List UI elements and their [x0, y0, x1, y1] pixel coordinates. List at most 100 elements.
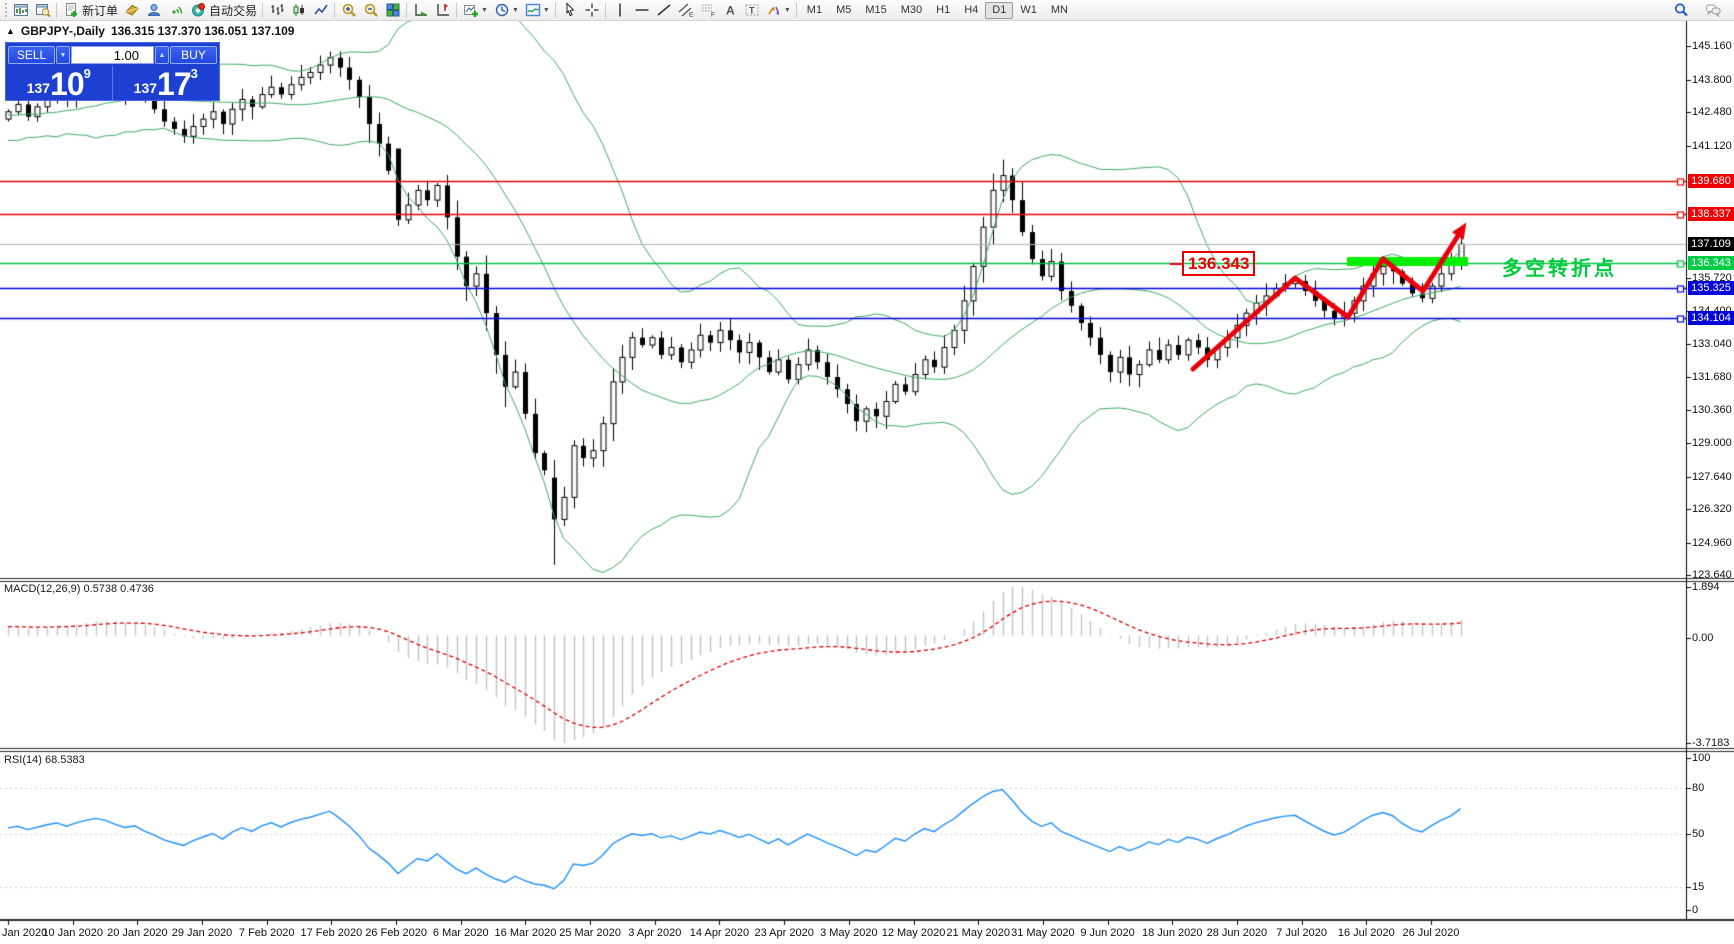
periods-dropdown-icon[interactable]: ▼ — [511, 6, 519, 14]
price-tick-label: 126.320 — [1692, 503, 1732, 516]
fibonacci-icon: F — [700, 2, 716, 18]
indicators-icon — [463, 2, 479, 18]
candle-chart-button[interactable] — [288, 1, 310, 20]
sell-price[interactable]: 137 10 9 — [6, 66, 113, 100]
volume-up-button[interactable]: ▲ — [155, 46, 169, 64]
date-tick-label: 9 Jun 2020 — [1080, 927, 1135, 939]
signals-button[interactable] — [165, 1, 187, 20]
price-level-badge: 134.104 — [1688, 310, 1734, 325]
templates-dropdown-icon[interactable]: ▼ — [542, 6, 550, 14]
arrows-dropdown-icon[interactable]: ▼ — [783, 6, 791, 14]
date-tick-label: 7 Jul 2020 — [1276, 927, 1327, 939]
equidistant-channel-button[interactable]: E — [675, 1, 697, 20]
chat-button[interactable] — [1702, 1, 1724, 20]
new-order-label: 新订单 — [82, 3, 119, 18]
timeframe-m1-button[interactable]: M1 — [806, 4, 823, 16]
bar-chart-button[interactable] — [266, 1, 288, 20]
metaeditor-icon — [124, 2, 140, 18]
cursor-button[interactable] — [559, 1, 581, 20]
timeframe-m5-button[interactable]: M5 — [836, 4, 852, 16]
zoom-in-button[interactable] — [338, 1, 360, 20]
date-tick-label: 7 Feb 2020 — [238, 927, 295, 939]
arrows-icon — [766, 2, 782, 18]
timeframe-m15-button[interactable]: M15 — [865, 4, 887, 16]
fibonacci-button[interactable]: F — [697, 1, 719, 20]
one-click-trading-panel: SELL ▼ ▲ BUY 137 10 9 137 17 3 — [5, 42, 220, 101]
new-order-icon — [63, 2, 79, 18]
turning-point-note[interactable]: 多空转折点 — [1502, 258, 1617, 280]
community-button[interactable] — [143, 1, 165, 20]
date-tick-label: Jan 2020 — [2, 927, 48, 939]
cursor-icon — [562, 2, 578, 18]
chart-window-button[interactable] — [10, 1, 32, 20]
price-tick-label: 131.680 — [1692, 371, 1732, 384]
chart-window-icon — [13, 2, 29, 18]
templates-icon — [525, 2, 541, 18]
date-tick-label: 3 Apr 2020 — [628, 927, 682, 939]
price-tick-label: 133.040 — [1692, 338, 1732, 351]
autotrading-button[interactable]: 自动交易 — [187, 1, 260, 20]
horizontal-line-button[interactable] — [631, 1, 653, 20]
volume-input[interactable] — [71, 46, 154, 64]
rsi-tick-label: 50 — [1692, 828, 1705, 840]
search-icon — [1673, 2, 1689, 18]
new-order-button[interactable]: 新订单 — [60, 1, 121, 20]
vertical-line-button[interactable] — [609, 1, 631, 20]
timeframe-h1-button[interactable]: H1 — [936, 4, 951, 16]
data-window-icon — [35, 2, 51, 18]
chart-shift-button[interactable] — [432, 1, 454, 20]
timeframe-m30-button[interactable]: M30 — [900, 4, 923, 16]
metaeditor-button[interactable] — [121, 1, 143, 20]
indicators-dropdown-icon[interactable]: ▼ — [481, 6, 488, 14]
price-tick-label: 143.800 — [1692, 73, 1732, 86]
svg-text:A: A — [726, 4, 735, 18]
community-icon — [146, 2, 162, 18]
buy-button[interactable]: BUY — [170, 46, 217, 64]
text-label-button[interactable]: T — [741, 1, 763, 20]
svg-text:F: F — [711, 12, 715, 19]
arrows-button[interactable]: ▼ — [763, 1, 794, 20]
ohlc-values: 136.315 137.370 136.051 137.109 — [110, 24, 295, 38]
search-button[interactable] — [1670, 1, 1692, 20]
sell-price-big: 10 — [50, 65, 85, 102]
volume-down-button[interactable]: ▼ — [56, 46, 70, 64]
date-tick-label: 3 May 2020 — [820, 927, 878, 939]
price-annotation-box[interactable]: 136.343 — [1182, 251, 1256, 276]
sell-button[interactable]: SELL — [8, 46, 55, 64]
indicators-button[interactable]: ▼ — [460, 1, 491, 20]
zoom-out-button[interactable] — [360, 1, 382, 20]
toolbar-separator — [56, 2, 57, 18]
date-tick-label: 16 Mar 2020 — [494, 927, 557, 939]
date-tick-label: 16 Jul 2020 — [1337, 927, 1395, 939]
data-window-button[interactable] — [32, 1, 54, 20]
tile-windows-button[interactable] — [382, 1, 404, 20]
buy-price[interactable]: 137 17 3 — [113, 66, 220, 100]
timeframe-d1-button[interactable]: D1 — [985, 1, 1014, 19]
text-button[interactable]: A — [719, 1, 741, 20]
auto-scroll-button[interactable] — [410, 1, 432, 20]
trade-panel-controls: SELL ▼ ▲ BUY — [6, 43, 219, 65]
periods-button[interactable]: ▼ — [491, 1, 522, 20]
timeframe-h4-button[interactable]: H4 — [964, 4, 979, 16]
crosshair-icon — [584, 2, 600, 18]
line-chart-button[interactable] — [310, 1, 332, 20]
chart-title: ▲ GBPJPY-,Daily 136.315 137.370 136.051 … — [6, 24, 294, 38]
chart-shift-icon — [435, 2, 451, 18]
timeframe-mn-button[interactable]: MN — [1050, 4, 1068, 16]
toolbar-separator — [604, 2, 606, 18]
templates-button[interactable]: ▼ — [522, 1, 553, 20]
date-tick-label: 18 Jun 2020 — [1141, 927, 1203, 939]
collapse-panel-icon[interactable]: ▲ — [6, 26, 15, 36]
crosshair-button[interactable] — [581, 1, 603, 20]
autotrading-label: 自动交易 — [209, 3, 258, 18]
price-tick-label: 130.360 — [1692, 403, 1732, 416]
price-tick-label: 141.120 — [1692, 139, 1732, 152]
trendline-button[interactable] — [653, 1, 675, 20]
date-tick-label: 17 Feb 2020 — [300, 927, 363, 939]
date-tick-label: 31 May 2020 — [1011, 927, 1075, 939]
toolbar-separator — [334, 2, 336, 18]
timeframe-w1-button[interactable]: W1 — [1020, 4, 1037, 16]
auto-scroll-icon — [413, 2, 429, 18]
buy-price-prefix: 137 — [133, 80, 158, 96]
